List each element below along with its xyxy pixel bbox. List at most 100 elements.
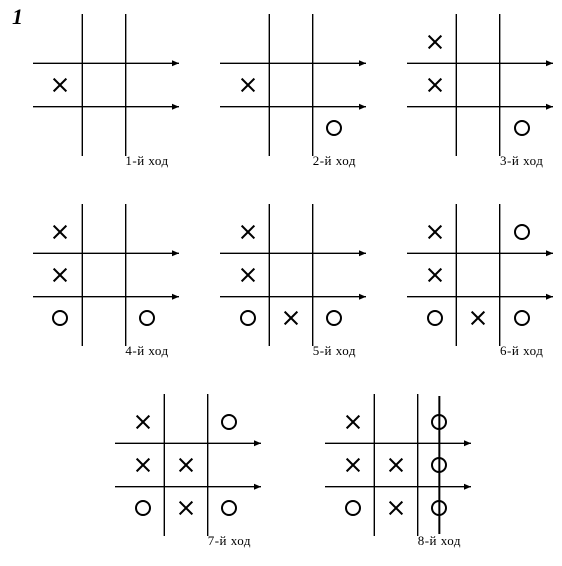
mark-o-icon	[431, 457, 447, 473]
cell-0	[39, 210, 82, 253]
board-caption: 2-й ход	[313, 153, 356, 169]
mark-x-icon	[239, 76, 257, 94]
cell-5	[125, 253, 168, 296]
cell-6	[39, 107, 82, 150]
tictactoe-grid	[39, 210, 169, 340]
cell-2	[313, 210, 356, 253]
mark-o-icon	[135, 500, 151, 516]
cell-6	[39, 297, 82, 340]
cell-7	[82, 297, 125, 340]
cell-5	[125, 63, 168, 106]
board-2: 2-й ход	[206, 20, 356, 169]
cell-8	[125, 107, 168, 150]
cell-7	[269, 107, 312, 150]
cell-7	[164, 487, 207, 530]
cells	[226, 20, 356, 150]
cell-4	[457, 253, 500, 296]
cell-2	[313, 20, 356, 63]
board-5: 5-й ход	[206, 210, 356, 359]
cell-7	[374, 487, 417, 530]
cell-0	[39, 20, 82, 63]
mark-x-icon	[387, 456, 405, 474]
cell-8	[313, 107, 356, 150]
cell-0	[226, 210, 269, 253]
cell-6	[413, 297, 456, 340]
cell-2	[500, 20, 543, 63]
cell-0	[226, 20, 269, 63]
mark-o-icon	[431, 500, 447, 516]
mark-o-icon	[221, 414, 237, 430]
mark-o-icon	[514, 120, 530, 136]
cell-0	[331, 400, 374, 443]
mark-o-icon	[139, 310, 155, 326]
boards-row-3: 7-й ход 8-й ход	[0, 400, 562, 549]
mark-x-icon	[239, 266, 257, 284]
cell-8	[500, 297, 543, 340]
mark-x-icon	[426, 266, 444, 284]
cells	[121, 400, 251, 530]
mark-o-icon	[514, 224, 530, 240]
cell-1	[82, 210, 125, 253]
cell-4	[269, 63, 312, 106]
cell-0	[413, 20, 456, 63]
board-caption: 3-й ход	[500, 153, 543, 169]
tictactoe-grid	[331, 400, 461, 530]
mark-o-icon	[345, 500, 361, 516]
cells	[39, 20, 169, 150]
cell-2	[500, 210, 543, 253]
cell-5	[500, 63, 543, 106]
mark-x-icon	[177, 499, 195, 517]
cell-6	[331, 487, 374, 530]
mark-o-icon	[240, 310, 256, 326]
cell-5	[418, 443, 461, 486]
cells	[413, 20, 543, 150]
cell-8	[313, 297, 356, 340]
cell-3	[39, 63, 82, 106]
cell-5	[313, 253, 356, 296]
cell-1	[457, 20, 500, 63]
board-4: 4-й ход	[19, 210, 169, 359]
board-caption: 8-й ход	[418, 533, 461, 549]
mark-x-icon	[426, 76, 444, 94]
mark-x-icon	[239, 223, 257, 241]
cell-3	[331, 443, 374, 486]
tictactoe-grid	[39, 20, 169, 150]
mark-x-icon	[177, 456, 195, 474]
board-caption: 6-й ход	[500, 343, 543, 359]
board-6: 6-й ход	[393, 210, 543, 359]
tictactoe-grid	[226, 210, 356, 340]
cell-4	[82, 63, 125, 106]
mark-o-icon	[514, 310, 530, 326]
cell-8	[418, 487, 461, 530]
cell-2	[418, 400, 461, 443]
mark-x-icon	[282, 309, 300, 327]
cell-8	[125, 297, 168, 340]
tictactoe-grid	[226, 20, 356, 150]
board-caption: 7-й ход	[208, 533, 251, 549]
cell-6	[226, 107, 269, 150]
board-7: 7-й ход	[101, 400, 251, 549]
mark-x-icon	[387, 499, 405, 517]
mark-x-icon	[51, 266, 69, 284]
cell-6	[121, 487, 164, 530]
mark-x-icon	[426, 33, 444, 51]
cell-5	[208, 443, 251, 486]
board-1: 1-й ход	[19, 20, 169, 169]
cell-8	[500, 107, 543, 150]
board-8: 8-й ход	[311, 400, 461, 549]
mark-x-icon	[469, 309, 487, 327]
cell-1	[164, 400, 207, 443]
mark-o-icon	[52, 310, 68, 326]
cells	[331, 400, 461, 530]
cells	[413, 210, 543, 340]
cell-0	[121, 400, 164, 443]
cell-7	[269, 297, 312, 340]
cell-2	[208, 400, 251, 443]
board-caption: 1-й ход	[125, 153, 168, 169]
tictactoe-grid	[121, 400, 251, 530]
mark-x-icon	[51, 76, 69, 94]
cell-5	[313, 63, 356, 106]
cell-3	[39, 253, 82, 296]
cell-4	[374, 443, 417, 486]
cell-2	[125, 20, 168, 63]
